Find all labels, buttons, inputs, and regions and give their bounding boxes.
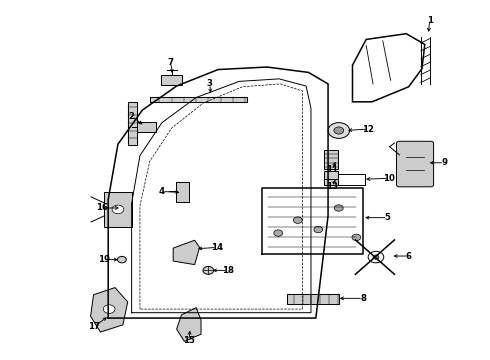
Text: 14: 14 (211, 243, 223, 252)
Bar (175, 182, 189, 202)
Polygon shape (91, 288, 128, 332)
Bar (324, 150, 338, 168)
Circle shape (352, 234, 361, 240)
Text: 13: 13 (326, 182, 338, 191)
Polygon shape (176, 308, 201, 341)
Bar (104, 192, 132, 226)
Circle shape (334, 205, 343, 211)
Bar (161, 75, 182, 85)
Circle shape (328, 123, 349, 138)
Text: 17: 17 (89, 322, 100, 331)
Bar (137, 122, 156, 132)
Text: 11: 11 (326, 166, 338, 175)
Bar (324, 171, 338, 185)
Text: 8: 8 (360, 294, 366, 303)
Circle shape (294, 217, 302, 224)
Circle shape (112, 205, 124, 214)
Text: 4: 4 (159, 187, 165, 196)
Text: 12: 12 (362, 125, 374, 134)
Polygon shape (173, 240, 199, 265)
Text: 3: 3 (207, 80, 213, 89)
Circle shape (368, 251, 384, 263)
Circle shape (103, 305, 115, 314)
FancyBboxPatch shape (396, 141, 434, 187)
Bar (287, 294, 339, 304)
Text: 10: 10 (383, 174, 395, 183)
Text: 9: 9 (441, 158, 447, 167)
Text: 16: 16 (97, 203, 108, 212)
Circle shape (118, 256, 126, 263)
Text: 6: 6 (406, 252, 412, 261)
Circle shape (314, 226, 323, 233)
Circle shape (274, 230, 283, 236)
Text: 15: 15 (183, 336, 195, 345)
Circle shape (203, 266, 214, 274)
Text: 5: 5 (385, 213, 391, 222)
Text: 7: 7 (168, 58, 174, 67)
Text: 19: 19 (98, 255, 110, 264)
Circle shape (334, 127, 343, 134)
Text: 18: 18 (222, 266, 234, 275)
Text: 1: 1 (427, 16, 433, 25)
Circle shape (373, 255, 379, 259)
Text: 2: 2 (129, 112, 135, 121)
